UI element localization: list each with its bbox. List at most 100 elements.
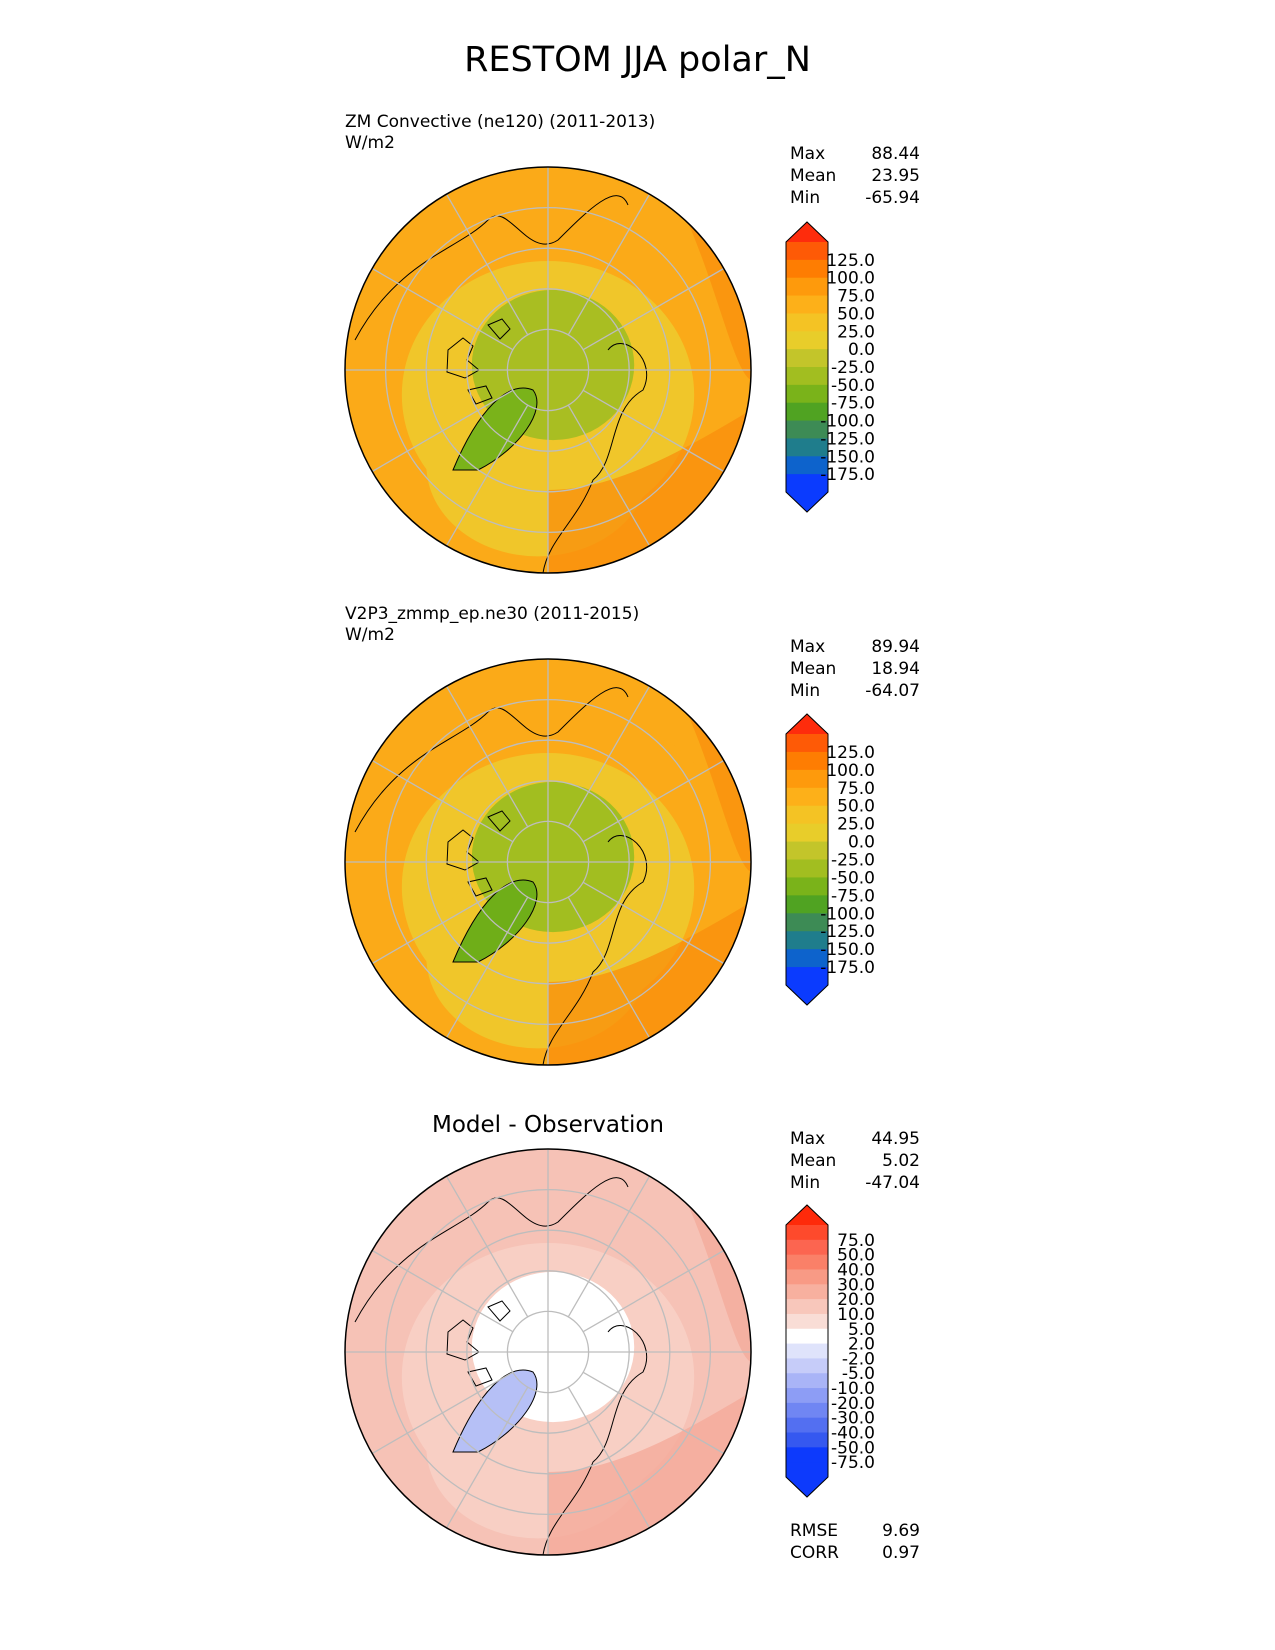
meridian-210 [371, 759, 514, 843]
colorbar-tick-label: 50.0 [837, 797, 875, 817]
colorbar-extend-min [786, 492, 828, 512]
meridian-120 [445, 404, 529, 547]
colorbar-band [786, 456, 828, 475]
colorbar-outline [785, 1204, 829, 1498]
colorbar-band [786, 1462, 828, 1478]
colorbar-band [786, 331, 828, 350]
panel-3-error-stats: RMSE 9.69 CORR 0.97 [790, 1520, 920, 1564]
colorbar-band [786, 1225, 828, 1241]
colorbar-tick-label: -125.0 [820, 922, 875, 942]
colorbar-extend-max [786, 222, 828, 242]
colorbar-band [786, 1239, 828, 1256]
colorbar-tick-label: -175.0 [820, 465, 875, 485]
colorbar-extend-max [786, 1205, 828, 1225]
colorbar-band [786, 841, 828, 860]
panel-1-units: W/m2 [345, 133, 395, 153]
colorbar-band [786, 242, 828, 261]
colorbar-tick-label: -75.0 [831, 394, 875, 414]
colorbar-1: 125.0100.075.050.025.00.0-25.0-50.0-75.0… [785, 221, 875, 513]
field-greenland [453, 880, 537, 962]
colorbar-tick-label: 25.0 [837, 322, 875, 342]
colorbar-tick-label: -50.0 [831, 376, 875, 396]
colorbar-tick-label: -40.0 [831, 1424, 875, 1444]
stat-max: Max 44.95 [790, 1129, 920, 1149]
polar-map-3 [344, 1148, 752, 1556]
panel-1-title-line1: ZM Convective (ne120) (2011-2013) [345, 112, 656, 132]
stat-min: Min -65.94 [790, 188, 920, 208]
meridian-60 [567, 404, 651, 547]
map-field [345, 659, 751, 1065]
colorbar-tick-label: -175.0 [820, 958, 875, 978]
panel-3-stats: Max 44.95 Mean 5.02 Min -47.04 [790, 1128, 920, 1194]
colorbar-outline [785, 713, 829, 1006]
stat-max: Max 88.44 [790, 144, 920, 164]
coastline-greenland [452, 879, 538, 963]
colorbar-tick-label: 2.0 [848, 1335, 875, 1355]
colorbar-band [786, 420, 828, 439]
stat-mean: Mean 18.94 [790, 659, 920, 679]
colorbar-2: 125.0100.075.050.025.00.0-25.0-50.0-75.0… [785, 713, 875, 1006]
colorbar-band [786, 1299, 828, 1315]
colorbar-tick-label: 0.0 [848, 340, 875, 360]
colorbar-tick-label: -25.0 [831, 851, 875, 871]
coastline-north-america [354, 195, 629, 341]
panel-2-title-line1: V2P3_zmmp_ep.ne30 (2011-2015) [345, 604, 640, 624]
colorbar-tick-label: -30.0 [831, 1409, 875, 1429]
panel-3-title: Model - Observation [431, 1112, 665, 1138]
colorbar-band [786, 1313, 828, 1330]
colorbar-band [786, 895, 828, 914]
stat-mean: Mean 23.95 [790, 166, 920, 186]
stat-rmse: RMSE 9.69 [790, 1521, 920, 1541]
colorbar-band [786, 1284, 828, 1300]
figure-title: RESTOM JJA polar_N [464, 40, 811, 80]
meridian-60 [567, 1386, 651, 1529]
graticule [345, 1149, 751, 1555]
map-field [345, 1149, 751, 1555]
coastlines [354, 1177, 648, 1555]
meridian-240 [445, 685, 529, 828]
colorbar-band [786, 313, 828, 332]
meridian-30 [582, 1371, 725, 1455]
colorbar-band [786, 1447, 828, 1463]
meridian-150 [371, 1371, 514, 1455]
meridian-150 [371, 389, 514, 473]
meridian-60 [567, 896, 651, 1039]
coastline-north-america [354, 1177, 629, 1323]
map-boundary [344, 658, 752, 1066]
stat-min: Min -47.04 [790, 1173, 920, 1193]
meridian-120 [445, 1386, 529, 1529]
meridian-300 [567, 193, 651, 336]
colorbar-tick-label: 0.0 [848, 833, 875, 853]
colorbar-tick-label: 5.0 [848, 1320, 875, 1340]
meridian-330 [582, 759, 725, 843]
panel-1-stats: Max 88.44 Mean 23.95 Min -65.94 [790, 143, 920, 209]
colorbar-band [786, 384, 828, 404]
graticule [345, 659, 751, 1065]
colorbar-tick-label: 50.0 [837, 304, 875, 324]
colorbar-tick-label: -50.0 [831, 1438, 875, 1458]
meridian-330 [582, 1249, 725, 1333]
colorbar-tick-label: -100.0 [820, 412, 875, 432]
colorbar-tick-label: -125.0 [820, 429, 875, 449]
colorbar-band [786, 367, 828, 386]
stat-min: Min -64.07 [790, 681, 920, 701]
coastline-archipelago [446, 810, 511, 897]
colorbar-extend-min [786, 985, 828, 1005]
meridian-150 [371, 881, 514, 965]
coastline-archipelago [446, 1300, 511, 1387]
colorbar-tick-label: -2.0 [842, 1349, 875, 1369]
meridian-30 [582, 881, 725, 965]
colorbar-tick-label: 75.0 [837, 287, 875, 307]
colorbar-band [786, 438, 828, 457]
field-greenland [453, 1370, 537, 1452]
colorbar-tick-label: -150.0 [820, 447, 875, 467]
meridian-210 [371, 1249, 514, 1333]
coastline-archipelago [446, 318, 511, 405]
colorbar-tick-label: 30.0 [837, 1275, 875, 1295]
colorbar-tick-label: 25.0 [837, 815, 875, 835]
meridian-300 [567, 685, 651, 828]
colorbar-band [786, 1343, 828, 1359]
colorbar-band [786, 751, 828, 771]
colorbar-band [786, 1388, 828, 1404]
